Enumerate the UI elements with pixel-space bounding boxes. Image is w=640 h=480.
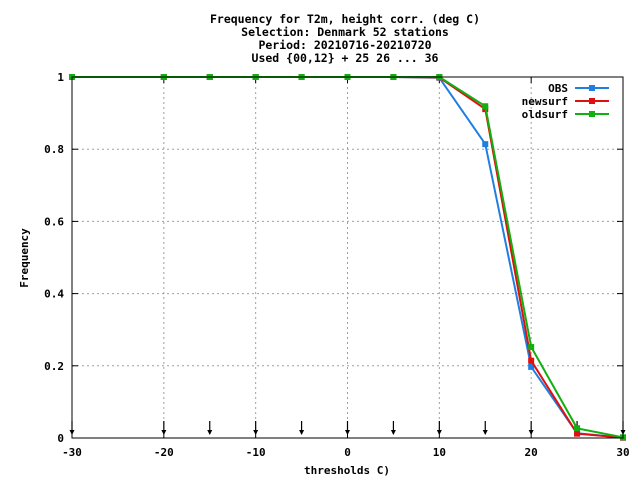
y-tick-label: 0.8	[44, 143, 64, 156]
threshold-marker-arrow	[482, 430, 488, 435]
legend-marker-newsurf	[589, 98, 595, 104]
y-tick-label: 1	[57, 71, 64, 84]
x-tick-label: 20	[525, 446, 538, 459]
x-axis-label: thresholds C)	[304, 464, 390, 477]
x-tick-label: 10	[433, 446, 446, 459]
data-point-oldsurf	[528, 344, 535, 351]
x-tick-label: -10	[246, 446, 266, 459]
legend-label-oldsurf: oldsurf	[522, 108, 568, 121]
axis-ticks: -30 -20 -10 0 10 20 30 0 0.2 0.4 0.6 0.8 1	[44, 71, 630, 459]
title-line-4: Used {00,12} + 25 26 ... 36	[252, 51, 439, 65]
data-point-oldsurf	[482, 103, 489, 110]
threshold-marker-arrow	[253, 430, 259, 435]
legend-marker-oldsurf	[589, 111, 595, 117]
title-line-1: Frequency for T2m, height corr. (deg C)	[210, 12, 480, 26]
title-line-3: Period: 20210716-20210720	[258, 38, 431, 52]
y-axis-label: Frequency	[18, 228, 31, 288]
x-tick-label: -30	[62, 446, 82, 459]
legend-marker-obs	[589, 85, 595, 91]
title-line-2: Selection: Denmark 52 stations	[241, 25, 449, 39]
threshold-marker-arrow	[436, 430, 442, 435]
data-point-newsurf	[574, 430, 581, 437]
threshold-marker-arrow	[390, 430, 396, 435]
data-point-obs	[482, 141, 489, 148]
legend-label-obs: OBS	[548, 82, 568, 95]
y-tick-label: 0.4	[44, 288, 64, 301]
y-tick-label: 0.2	[44, 360, 64, 373]
x-tick-label: 0	[344, 446, 351, 459]
y-tick-label: 0.6	[44, 215, 64, 228]
data-point-obs	[528, 363, 535, 370]
x-tick-label: -20	[154, 446, 174, 459]
threshold-marker-arrow	[207, 430, 213, 435]
threshold-marker-arrow	[528, 430, 534, 435]
data-point-oldsurf	[574, 425, 581, 432]
grid	[72, 77, 623, 438]
threshold-marker-arrow	[161, 430, 167, 435]
plot-border	[71, 76, 624, 439]
threshold-marker-arrow	[345, 430, 350, 435]
legend-label-newsurf: newsurf	[522, 95, 568, 108]
y-tick-label: 0	[57, 432, 64, 445]
threshold-marker-arrow	[299, 430, 305, 435]
chart-title: Frequency for T2m, height corr. (deg C) …	[210, 12, 480, 65]
threshold-markers	[69, 421, 626, 435]
x-tick-label: 30	[616, 446, 629, 459]
data-point-newsurf	[528, 357, 535, 364]
